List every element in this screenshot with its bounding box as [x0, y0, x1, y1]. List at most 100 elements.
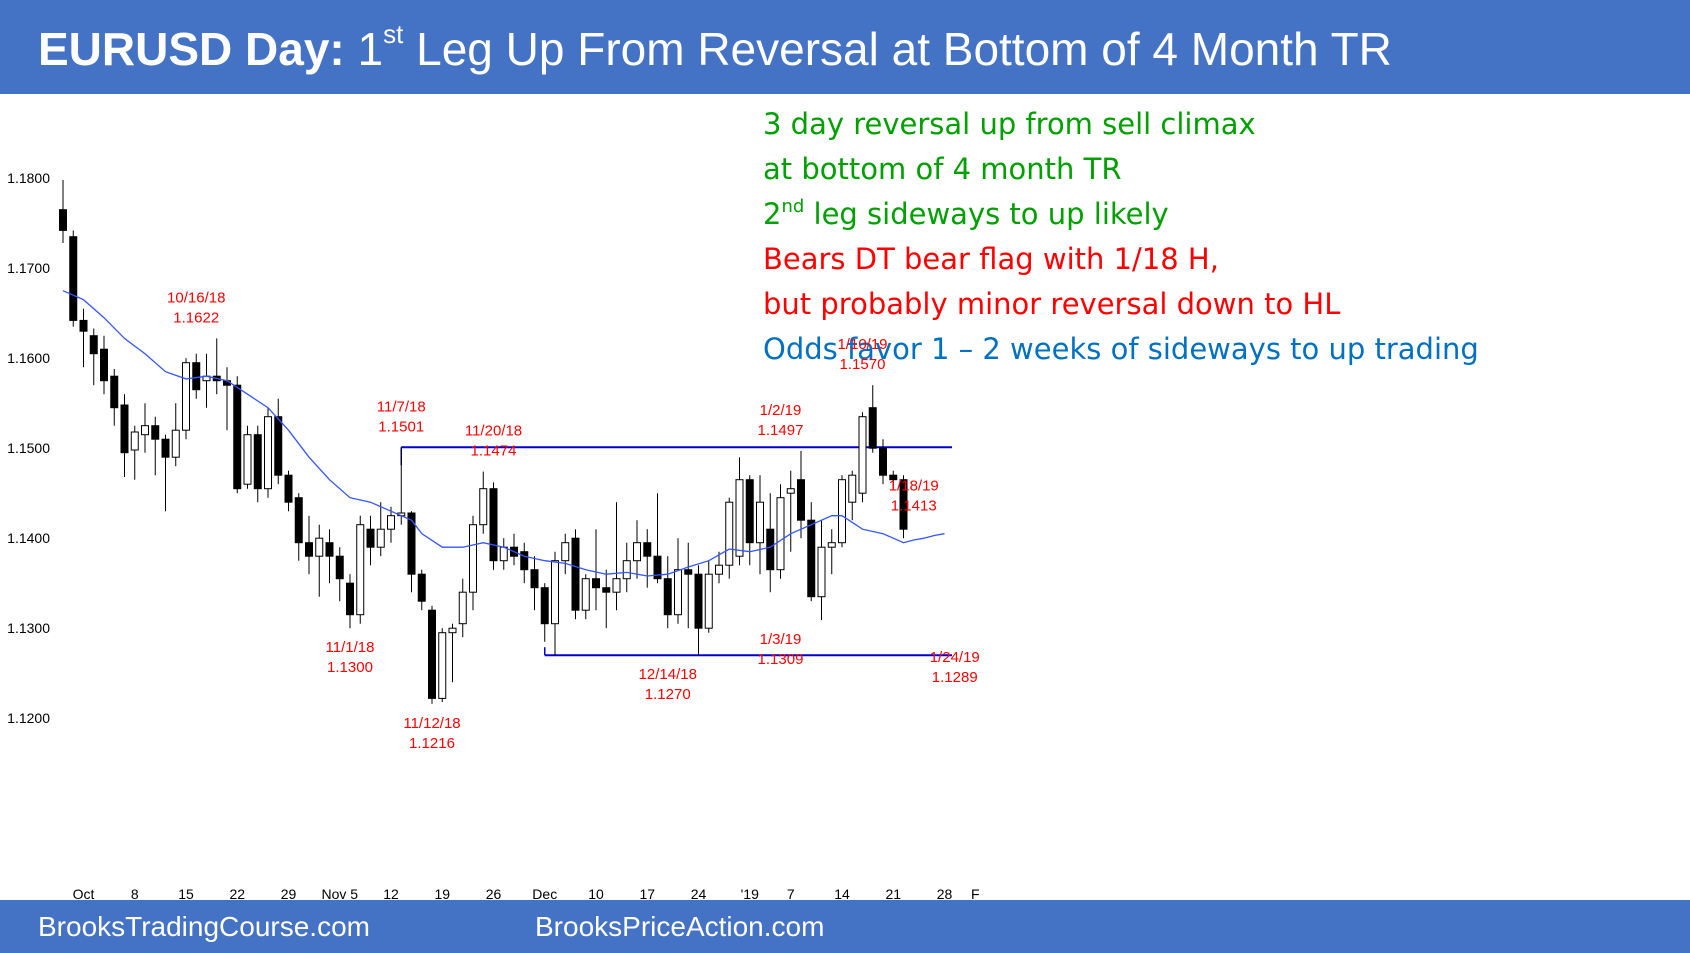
bear-candle: [120, 404, 129, 454]
bull-candle: [776, 497, 785, 571]
note-line-3-ordinal: 2: [763, 197, 782, 231]
bear-candle: [889, 474, 898, 481]
bear-candle: [417, 573, 426, 602]
x-tick-label: 17: [639, 886, 655, 900]
footer-banner: BrooksTradingCourse.com BrooksPriceActio…: [0, 900, 1690, 953]
bear-candle: [807, 519, 816, 598]
x-tick-label: 26: [486, 886, 502, 900]
footer-link-trading-course[interactable]: BrooksTradingCourse.com: [38, 911, 370, 942]
annotation-date: 11/1/18: [326, 639, 375, 656]
bear-candle: [335, 555, 344, 580]
bull-candle: [735, 479, 744, 557]
x-tick-label: 28: [937, 886, 953, 900]
bull-candle: [612, 578, 621, 593]
annotation-price: 1.1622: [173, 309, 219, 326]
bear-candle: [407, 512, 416, 575]
bear-candle: [253, 434, 262, 490]
title-banner: EURUSD Day: 1st Leg Up From Reversal at …: [0, 0, 1690, 94]
y-tick-label: 1.1400: [7, 530, 50, 546]
bull-candle: [315, 537, 324, 557]
bear-candle: [89, 335, 98, 355]
page-title: EURUSD Day: 1st Leg Up From Reversal at …: [38, 19, 1392, 76]
bear-candle: [69, 236, 78, 321]
commentary-notes: 3 day reversal up from sell climax at bo…: [763, 102, 1479, 372]
bear-candle: [192, 362, 201, 391]
annotation-price: 1.1300: [327, 659, 373, 676]
annotation-price: 1.1216: [409, 735, 455, 752]
y-tick-label: 1.1200: [7, 710, 50, 726]
annotation-price: 1.1474: [471, 443, 517, 460]
footer-link-price-action[interactable]: BrooksPriceAction.com: [535, 911, 825, 942]
x-tick-label: Oct: [73, 886, 95, 900]
bear-candle: [294, 497, 303, 544]
bull-candle: [130, 431, 139, 451]
note-line-1: 3 day reversal up from sell climax: [763, 107, 1256, 141]
bear-candle: [540, 587, 549, 625]
y-tick-label: 1.1600: [7, 350, 50, 366]
candles: [59, 180, 908, 704]
bear-candle: [643, 542, 652, 557]
bear-candle: [694, 573, 703, 629]
bull-candle: [858, 416, 867, 494]
x-tick-label: 29: [281, 886, 297, 900]
trading-range-lines: [400, 446, 952, 657]
bear-candle: [151, 425, 160, 440]
note-line-6: Odds favor 1 – 2 weeks of sideways to up…: [763, 332, 1479, 366]
bear-candle: [530, 569, 539, 589]
annotation-date: 12/14/18: [639, 666, 697, 683]
bear-candle: [489, 488, 498, 562]
x-tick-label: 12: [383, 886, 399, 900]
title-ordinal-suffix: st: [383, 19, 404, 49]
bear-candle: [663, 578, 672, 616]
annotation-price: 1.1270: [645, 686, 691, 703]
x-tick-label: Nov 5: [321, 886, 358, 900]
title-text: Leg Up From Reversal at Bottom of 4 Mont…: [416, 23, 1392, 75]
bear-candle: [745, 479, 754, 544]
bull-candle: [704, 573, 713, 629]
bull-candle: [243, 434, 252, 485]
bull-candle: [356, 524, 365, 616]
bear-candle: [571, 537, 580, 611]
bull-candle: [817, 546, 826, 598]
bear-candle: [653, 555, 662, 580]
annotation-date: 10/16/18: [167, 289, 225, 306]
x-tick-label: 7: [787, 886, 795, 900]
y-tick-label: 1.1300: [7, 620, 50, 636]
note-line-2: at bottom of 4 month TR: [763, 152, 1122, 186]
bear-candle: [592, 578, 600, 589]
x-tick-label: 22: [229, 886, 245, 900]
x-tick-label: '19: [741, 886, 759, 900]
x-tick-label: 14: [834, 886, 850, 900]
bull-candle: [581, 578, 590, 611]
bull-candle: [182, 362, 190, 431]
bear-candle: [161, 438, 170, 458]
candlestick-chart: 1.1200 1.1300 1.1400 1.1500 1.1600 1.1700 1.18…: [7, 170, 980, 900]
annotation-date: 1/18/19: [889, 478, 939, 495]
x-tick-label: Dec: [532, 886, 557, 900]
annotation-price: 1.1309: [758, 651, 804, 668]
bear-candle: [684, 569, 693, 575]
bull-candle: [622, 560, 631, 580]
bear-candle: [110, 375, 119, 409]
ema-line: [62, 290, 945, 577]
bull-candle: [725, 501, 734, 566]
x-tick-label: 10: [588, 886, 604, 900]
annotation-date: 1/2/19: [760, 402, 802, 419]
annotation-date: 11/7/18: [377, 398, 426, 415]
annotation-date: 11/20/18: [465, 423, 522, 440]
bear-candle: [428, 609, 436, 699]
x-tick-label: 8: [131, 886, 139, 900]
bear-candle: [868, 407, 877, 449]
x-tick-label: 24: [691, 886, 707, 900]
bear-candle: [305, 542, 313, 557]
bear-candle: [766, 528, 775, 571]
x-tick-label: 21: [885, 886, 901, 900]
moving-average: [62, 290, 945, 577]
bull-candle: [848, 474, 857, 503]
bear-candle: [233, 384, 242, 490]
bull-candle: [141, 425, 149, 436]
annotation-price: 1.1501: [378, 418, 424, 435]
bear-candle: [274, 416, 283, 476]
bull-candle: [448, 627, 457, 634]
bull-candle: [171, 429, 180, 458]
